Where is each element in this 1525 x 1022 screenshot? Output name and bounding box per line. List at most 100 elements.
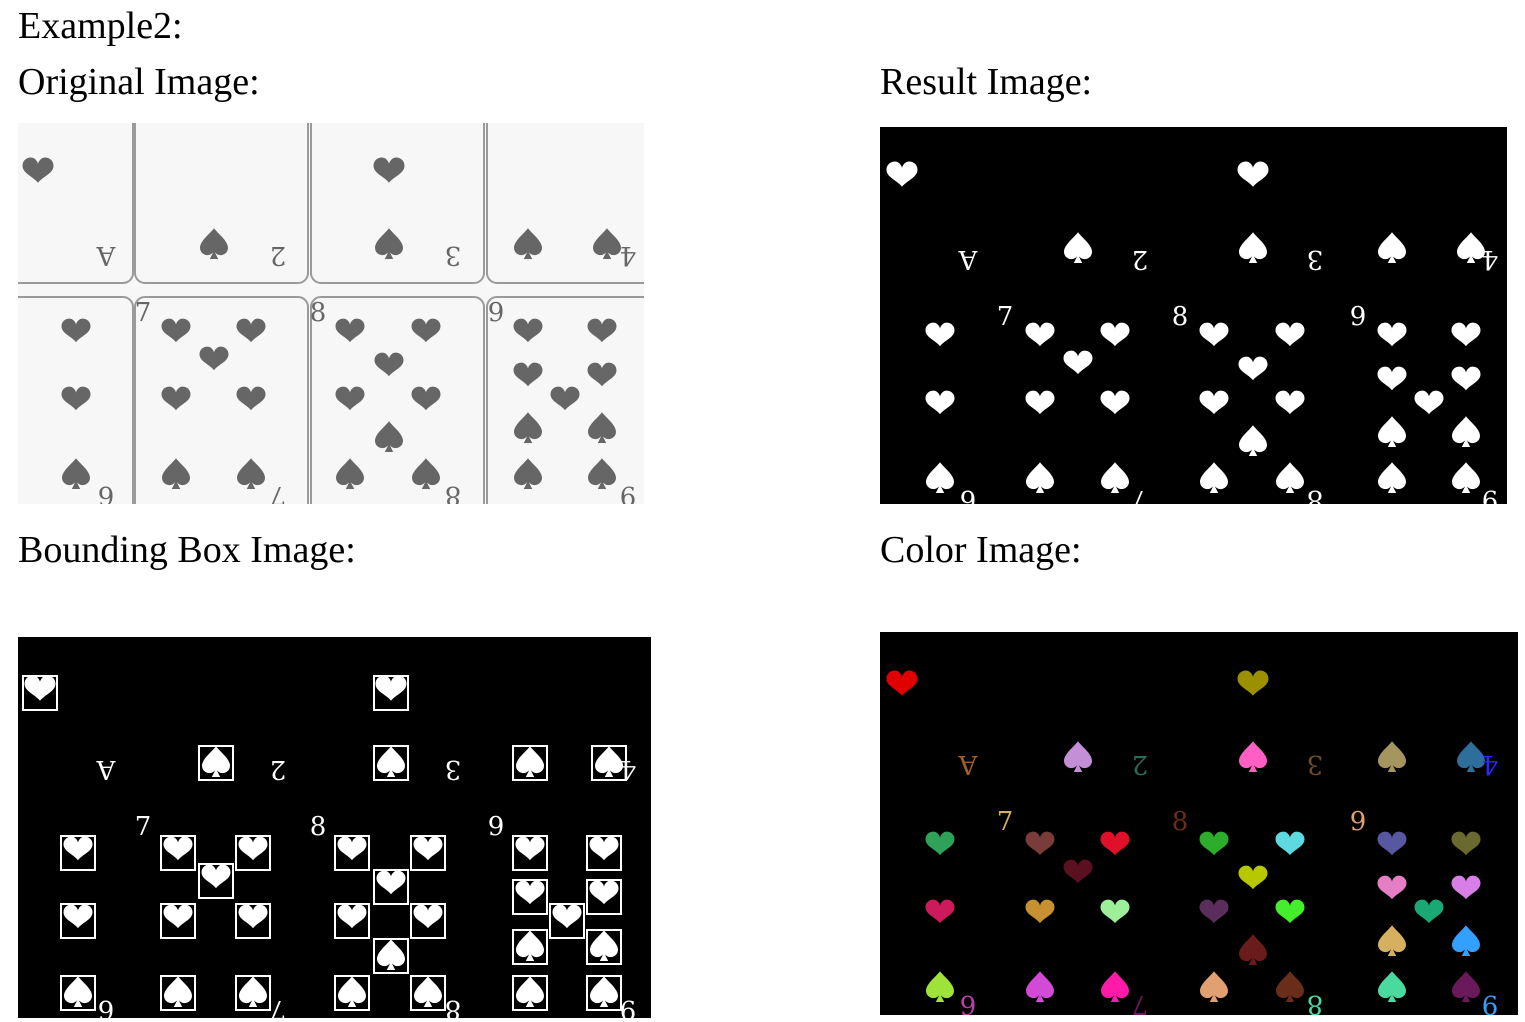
heart-pip	[1100, 322, 1130, 347]
heart-pip	[1238, 865, 1268, 890]
result-image-caption: Result Image:	[880, 61, 1093, 103]
bounding-box	[410, 835, 446, 871]
heart-pip	[22, 157, 54, 183]
heart-pip	[1451, 366, 1481, 391]
heart-pip	[238, 836, 268, 861]
bounding-box	[373, 675, 409, 711]
bounding-box	[334, 835, 370, 871]
bounding-box	[410, 975, 446, 1011]
inverted-heart-pip	[1101, 971, 1129, 1002]
heart-pip	[373, 157, 405, 183]
heart-pip	[587, 362, 617, 387]
inverted-heart-pip	[412, 458, 440, 489]
playing-card	[134, 123, 309, 284]
heart-pip	[1063, 350, 1093, 375]
bounding-box	[60, 903, 96, 939]
bounding-box	[586, 835, 622, 871]
card-rank-label: 7	[997, 302, 1014, 332]
heart-pip	[589, 880, 619, 905]
inverted-heart-pip	[1452, 971, 1480, 1002]
card-rank-label: 4	[620, 240, 637, 270]
heart-pip	[413, 904, 443, 929]
inverted-heart-pip	[377, 939, 405, 970]
inverted-heart-pip	[64, 976, 92, 1007]
inverted-heart-pip	[338, 976, 366, 1007]
heart-pip	[1025, 390, 1055, 415]
card-rank-label: 3	[445, 240, 462, 270]
heart-pip	[161, 386, 191, 411]
heart-pip	[1275, 899, 1305, 924]
heart-pip	[163, 836, 193, 861]
card-rank-label: 2	[1132, 244, 1149, 274]
heart-pip	[335, 386, 365, 411]
card-rank-label: 2	[270, 754, 287, 784]
bounding-box	[334, 975, 370, 1011]
heart-pip	[1237, 161, 1269, 187]
inverted-heart-pip	[1452, 416, 1480, 447]
heart-pip	[515, 836, 545, 861]
heart-pip	[1199, 322, 1229, 347]
heart-pip	[1377, 366, 1407, 391]
inverted-heart-pip	[514, 458, 542, 489]
card-rank-label: 7	[135, 298, 152, 328]
card-rank-label: 7	[1132, 989, 1149, 1015]
inverted-heart-pip	[1457, 232, 1485, 263]
heart-pip	[1199, 899, 1229, 924]
inverted-heart-pip	[1239, 741, 1267, 772]
card-rank-label: 3	[1307, 749, 1324, 779]
card-rank-label: 2	[1132, 749, 1149, 779]
card-rank-label: 9	[1482, 989, 1499, 1015]
bounding-box	[22, 675, 58, 711]
inverted-heart-pip	[1064, 741, 1092, 772]
bounding-box	[373, 745, 409, 781]
playing-card	[310, 296, 485, 504]
bounding-box	[512, 929, 548, 965]
card-rank-label: 9	[1350, 807, 1367, 837]
heart-pip	[63, 836, 93, 861]
card-rank-label: 4	[620, 754, 637, 784]
result-image: A 2 3 4 6 7 8 9 7 8 9	[880, 127, 1507, 504]
bounding-box	[586, 975, 622, 1011]
original-image-caption: Original Image:	[18, 61, 260, 103]
bounding-box	[235, 835, 271, 871]
heart-pip	[24, 675, 56, 701]
inverted-heart-pip	[375, 421, 403, 452]
heart-pip	[163, 904, 193, 929]
inverted-heart-pip	[1200, 971, 1228, 1002]
inverted-heart-pip	[590, 930, 618, 961]
inverted-heart-pip	[516, 930, 544, 961]
card-rank-label: A	[95, 240, 116, 270]
card-rank-label: A	[957, 244, 978, 274]
card-rank-label: 7	[270, 480, 287, 504]
inverted-heart-pip	[588, 458, 616, 489]
heart-pip	[238, 904, 268, 929]
inverted-heart-pip	[514, 228, 542, 259]
bounding-box	[198, 863, 234, 899]
inverted-heart-pip	[1378, 232, 1406, 263]
card-rank-label: 9	[620, 480, 637, 504]
card-rank-label: 9	[1350, 302, 1367, 332]
heart-pip	[1100, 831, 1130, 856]
inverted-heart-pip	[1101, 462, 1129, 493]
inverted-heart-pip	[162, 458, 190, 489]
heart-pip	[1199, 831, 1229, 856]
inverted-heart-pip	[1239, 232, 1267, 263]
inverted-heart-pip	[1378, 971, 1406, 1002]
inverted-heart-pip	[1064, 232, 1092, 263]
heart-pip	[587, 318, 617, 343]
card-rank-label: 9	[620, 994, 637, 1018]
card-rank-label: 6	[98, 994, 115, 1018]
color-image-caption: Color Image:	[880, 529, 1082, 571]
card-rank-label: A	[957, 749, 978, 779]
bounding-box	[586, 929, 622, 965]
color-image-canvas: A 2 3 4 6 7 8 9 7 8 9	[886, 670, 1499, 1015]
bounding-box	[334, 903, 370, 939]
heart-pip	[376, 870, 406, 895]
heart-pip	[515, 880, 545, 905]
inverted-heart-pip	[1239, 934, 1267, 965]
heart-pip	[1275, 390, 1305, 415]
bounding-box	[512, 835, 548, 871]
bounding-box	[235, 975, 271, 1011]
original-image-canvas: A 2 3 4 6 7 8 9 7 8 9	[18, 123, 644, 504]
bounding-box	[549, 903, 585, 939]
